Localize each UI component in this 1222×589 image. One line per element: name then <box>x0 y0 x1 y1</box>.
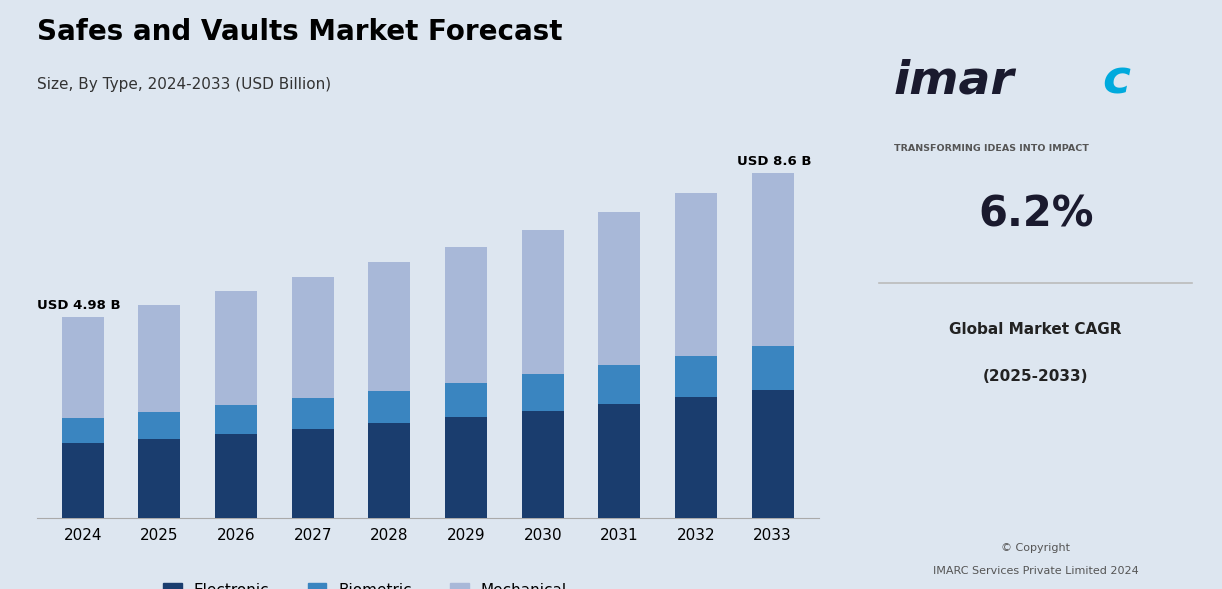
Bar <box>61 418 104 444</box>
Bar <box>752 390 794 518</box>
Bar <box>445 383 488 417</box>
Bar <box>599 404 640 518</box>
Text: 6.2%: 6.2% <box>978 194 1094 236</box>
Bar <box>292 277 334 398</box>
Text: IMARC Services Private Limited 2024: IMARC Services Private Limited 2024 <box>932 567 1139 576</box>
Bar <box>599 212 640 365</box>
Text: TRANSFORMING IDEAS INTO IMPACT: TRANSFORMING IDEAS INTO IMPACT <box>895 144 1089 153</box>
Bar <box>368 263 411 391</box>
Bar <box>752 346 794 390</box>
Text: (2025-2033): (2025-2033) <box>982 369 1089 385</box>
Bar <box>752 173 794 346</box>
Bar <box>368 391 411 423</box>
Text: Global Market CAGR: Global Market CAGR <box>949 322 1122 337</box>
Text: Size, By Type, 2024-2033 (USD Billion): Size, By Type, 2024-2033 (USD Billion) <box>37 77 331 91</box>
Bar <box>599 365 640 404</box>
Bar <box>445 247 488 383</box>
Text: USD 4.98 B: USD 4.98 B <box>37 299 121 312</box>
Bar <box>522 375 563 411</box>
Bar <box>292 429 334 518</box>
Bar <box>292 398 334 429</box>
Bar <box>522 230 563 375</box>
Bar <box>675 193 717 356</box>
Legend: Electronic, Biometric, Mechanical: Electronic, Biometric, Mechanical <box>158 577 573 589</box>
Text: c: c <box>1102 59 1130 104</box>
Text: Safes and Vaults Market Forecast: Safes and Vaults Market Forecast <box>37 18 562 46</box>
Text: © Copyright: © Copyright <box>1001 543 1070 552</box>
Bar <box>61 317 104 418</box>
Bar <box>138 305 181 412</box>
Bar <box>675 397 717 518</box>
Bar <box>61 444 104 518</box>
Bar <box>138 439 181 518</box>
Bar <box>138 412 181 439</box>
Bar <box>675 356 717 397</box>
Bar <box>215 292 257 405</box>
Bar <box>215 405 257 434</box>
Bar <box>522 411 563 518</box>
Bar <box>215 434 257 518</box>
Text: imar: imar <box>895 59 1014 104</box>
Bar <box>445 417 488 518</box>
Text: USD 8.6 B: USD 8.6 B <box>737 155 811 168</box>
Bar <box>368 423 411 518</box>
